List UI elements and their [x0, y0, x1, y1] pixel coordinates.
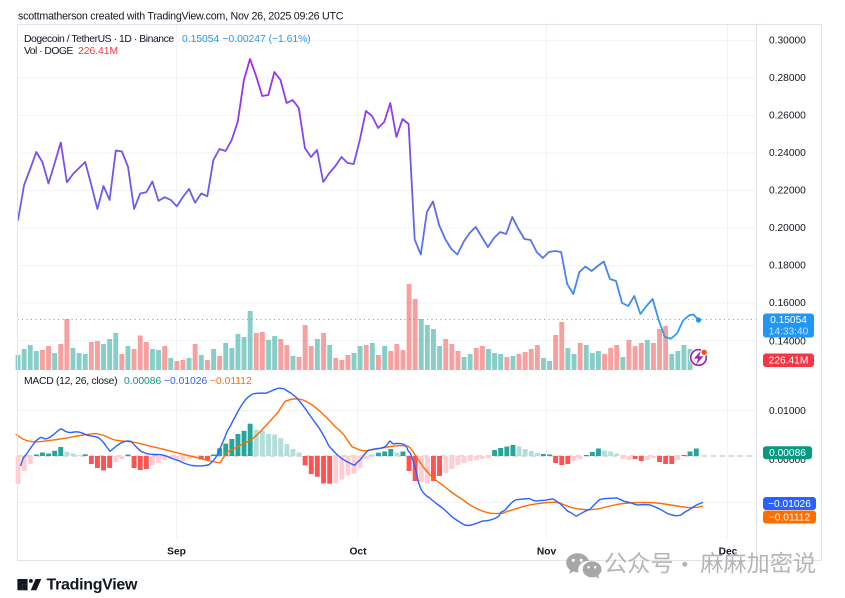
svg-text:TradingView: TradingView: [47, 577, 139, 594]
svg-text:Nov: Nov: [537, 546, 557, 557]
svg-text:0.00086: 0.00086: [769, 448, 806, 459]
svg-text:0.01000: 0.01000: [769, 406, 806, 417]
svg-text:Oct: Oct: [350, 546, 368, 557]
svg-text:−0.01026: −0.01026: [164, 376, 208, 387]
svg-text:0.20000: 0.20000: [769, 223, 806, 234]
svg-text:0.30000: 0.30000: [769, 36, 806, 47]
svg-text:0.00000: 0.00000: [769, 455, 806, 466]
svg-text:−0.00247 (−1.61%): −0.00247 (−1.61%): [223, 34, 311, 45]
svg-text:0.15054: 0.15054: [770, 315, 807, 326]
svg-text:0.16000: 0.16000: [769, 298, 806, 309]
svg-text:−0.01112: −0.01112: [769, 513, 811, 524]
svg-text:MACD (12, 26, close): MACD (12, 26, close): [24, 376, 117, 387]
svg-text:226.41M: 226.41M: [769, 356, 809, 367]
svg-text:0.28000: 0.28000: [769, 73, 806, 84]
svg-text:226.41M: 226.41M: [78, 46, 118, 57]
svg-text:Dogecoin / TetherUS · 1D · Bin: Dogecoin / TetherUS · 1D · Binance: [24, 34, 174, 45]
svg-text:scottmatherson created with Tr: scottmatherson created with TradingView.…: [18, 11, 344, 23]
svg-text:−0.01026: −0.01026: [768, 499, 811, 510]
svg-text:0.00086: 0.00086: [124, 376, 161, 387]
svg-text:0.24000: 0.24000: [769, 148, 806, 159]
svg-text:−0.01112: −0.01112: [210, 376, 252, 387]
svg-text:Dec: Dec: [719, 546, 738, 557]
svg-text:0.22000: 0.22000: [769, 186, 806, 197]
svg-text:0.26000: 0.26000: [769, 111, 806, 122]
svg-text:0.18000: 0.18000: [769, 261, 806, 272]
svg-text:0.14000: 0.14000: [769, 337, 806, 348]
svg-text:0.15054: 0.15054: [182, 34, 219, 45]
svg-text:Vol · DOGE: Vol · DOGE: [24, 46, 73, 57]
svg-text:Sep: Sep: [167, 546, 186, 557]
svg-text:14:33:40: 14:33:40: [769, 326, 809, 337]
